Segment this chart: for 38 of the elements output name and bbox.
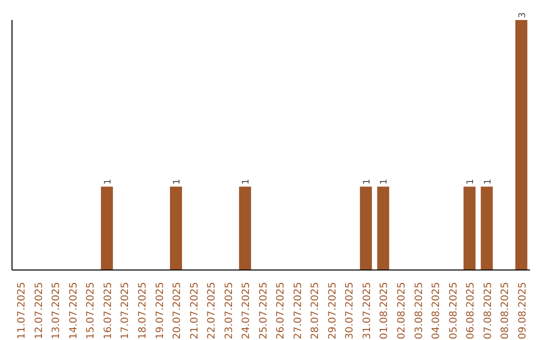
x-tick-label: 13.07.2025	[51, 282, 62, 340]
data-label: 1	[466, 178, 476, 185]
x-tick-label: 23.07.2025	[224, 282, 235, 340]
x-tick-label: 08.08.2025	[500, 282, 512, 340]
x-tick-label: 27.07.2025	[292, 282, 304, 340]
x-tick-label: 04.08.2025	[431, 282, 442, 340]
x-tick-label: 02.08.2025	[396, 282, 408, 340]
x-tick-label: 11.07.2025	[16, 282, 28, 340]
x-tick-label: 22.07.2025	[206, 282, 218, 340]
data-label: 1	[103, 178, 114, 185]
x-tick-label: 14.07.2025	[68, 282, 80, 340]
data-label: 1	[380, 178, 390, 185]
data-label: 1	[172, 178, 182, 185]
x-tick-label: 19.07.2025	[154, 282, 166, 340]
data-label: 1	[242, 178, 252, 185]
x-tick-label: 18.07.2025	[138, 282, 148, 340]
x-tick-label: 20.07.2025	[172, 282, 184, 340]
x-tick-label: 17.07.2025	[120, 282, 132, 340]
x-tick-label: 25.07.2025	[258, 282, 270, 340]
x-tick-label: 16.07.2025	[102, 282, 114, 340]
data-label: 3	[518, 12, 528, 18]
x-tick-label: 31.07.2025	[362, 282, 373, 340]
x-tick-label: 06.08.2025	[466, 282, 477, 340]
data-label: 1	[362, 178, 372, 185]
x-tick-label: 01.08.2025	[379, 282, 390, 340]
data-label: 1	[483, 178, 494, 185]
x-tick-label: 26.07.2025	[276, 282, 287, 340]
x-tick-label: 29.07.2025	[327, 282, 338, 340]
x-tick-label: 12.07.2025	[34, 282, 45, 340]
x-tick-label: 09.08.2025	[517, 282, 528, 340]
x-tick-label: 21.07.2025	[189, 282, 200, 340]
x-tick-label: 30.07.2025	[344, 282, 356, 340]
x-tick-label: 05.08.2025	[448, 282, 460, 340]
x-tick-label: 28.07.2025	[310, 282, 322, 340]
x-tick-label: 15.07.2025	[86, 282, 97, 340]
x-tick-label: 24.07.2025	[241, 282, 252, 340]
x-tick-label: 07.08.2025	[482, 282, 494, 340]
x-tick-label: 03.08.2025	[414, 282, 425, 340]
